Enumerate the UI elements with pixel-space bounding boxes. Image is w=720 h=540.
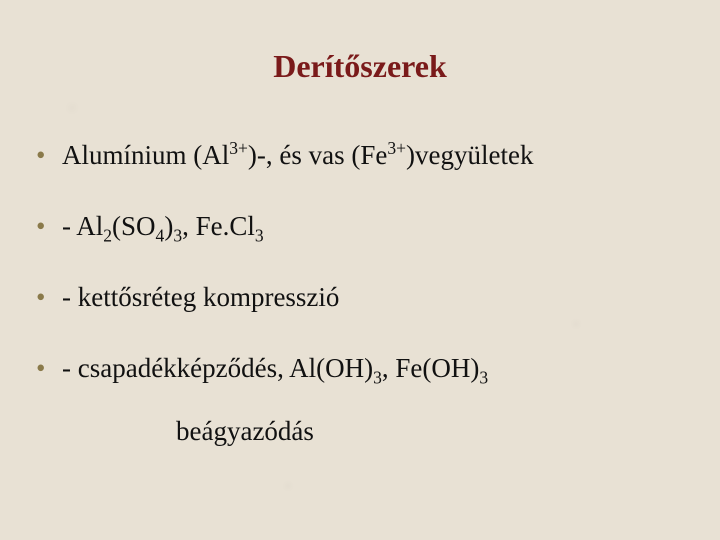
continuation-text: beágyazódás — [176, 416, 690, 447]
bullet-item: • Alumínium (Al3+)-, és vas (Fe3+)vegyül… — [36, 140, 690, 171]
bullet-item: • - kettősréteg kompresszió — [36, 282, 690, 313]
slide: Derítőszerek • Alumínium (Al3+)-, és vas… — [0, 0, 720, 540]
bullet-dot-icon: • — [36, 140, 62, 171]
bullet-item: • - csapadékképződés, Al(OH)3, Fe(OH)3 — [36, 353, 690, 384]
bullet-dot-icon: • — [36, 211, 62, 242]
slide-title: Derítőszerek — [30, 48, 690, 85]
bullet-text: - csapadékképződés, Al(OH)3, Fe(OH)3 — [62, 353, 690, 384]
bullet-dot-icon: • — [36, 282, 62, 313]
bullet-list: • Alumínium (Al3+)-, és vas (Fe3+)vegyül… — [30, 140, 690, 447]
bullet-text: - kettősréteg kompresszió — [62, 282, 690, 313]
bullet-dot-icon: • — [36, 353, 62, 384]
bullet-text: Alumínium (Al3+)-, és vas (Fe3+)vegyület… — [62, 140, 690, 171]
bullet-item: • - Al2(SO4)3, Fe.Cl3 — [36, 211, 690, 242]
bullet-text: - Al2(SO4)3, Fe.Cl3 — [62, 211, 690, 242]
